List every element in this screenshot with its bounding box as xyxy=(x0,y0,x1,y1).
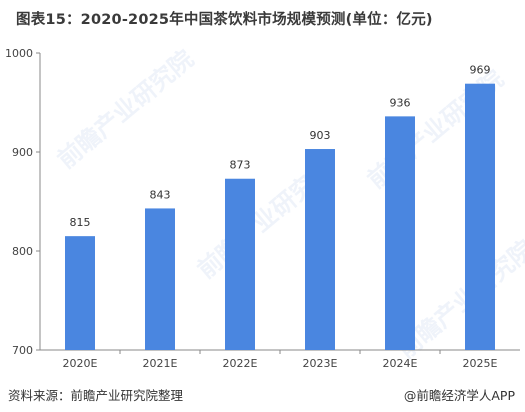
x-tick-label: 2020E xyxy=(63,357,98,370)
x-tick-label: 2022E xyxy=(223,357,258,370)
brand-credit: @前瞻经济学人APP xyxy=(403,388,515,403)
y-tick-label: 800 xyxy=(12,245,33,258)
bar-2025E xyxy=(465,83,495,350)
chart-title: 图表15：2020-2025年中国茶饮料市场规模预测(单位：亿元) xyxy=(16,12,433,28)
bar-2022E xyxy=(225,178,255,350)
data-label: 903 xyxy=(310,129,331,142)
data-label: 873 xyxy=(230,159,251,172)
data-label: 843 xyxy=(150,188,171,201)
y-axis: 700 800 900 1000 xyxy=(5,47,41,357)
data-label: 936 xyxy=(390,96,411,109)
bars: 815 843 873 903 936 969 xyxy=(65,64,495,350)
bar-2023E xyxy=(305,149,335,350)
x-tick-label: 2025E xyxy=(463,357,498,370)
source-note: 资料来源：前瞻产业研究院整理 xyxy=(8,388,184,403)
x-tick-label: 2023E xyxy=(303,357,338,370)
bar-2021E xyxy=(145,208,175,350)
x-tick-label: 2024E xyxy=(383,357,418,370)
y-tick-label: 900 xyxy=(12,146,33,159)
x-tick-label: 2021E xyxy=(143,357,178,370)
y-tick-label: 1000 xyxy=(5,47,33,60)
data-label: 969 xyxy=(470,64,491,77)
y-tick-label: 700 xyxy=(12,344,33,357)
data-label: 815 xyxy=(70,216,91,229)
bar-2020E xyxy=(65,236,95,350)
x-axis: 2020E 2021E 2022E 2023E 2024E 2025E xyxy=(40,349,520,370)
bar-2024E xyxy=(385,116,415,350)
